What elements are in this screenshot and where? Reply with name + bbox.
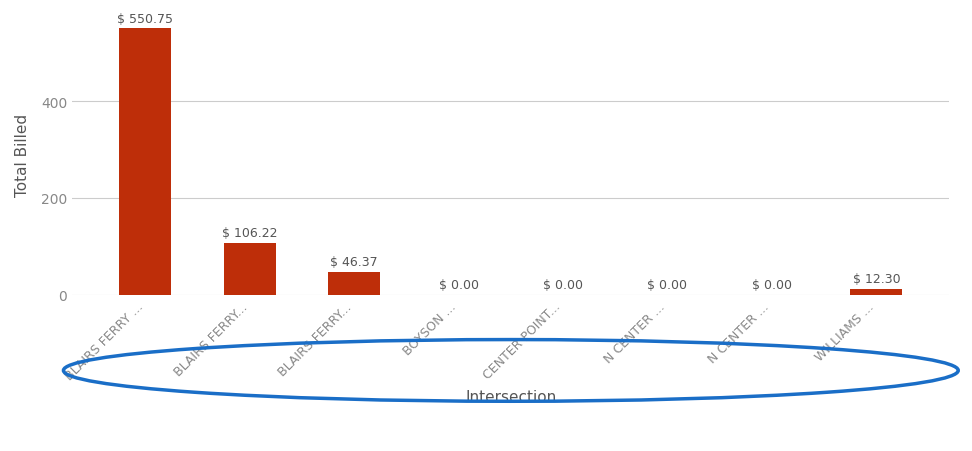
- Text: $ 0.00: $ 0.00: [543, 278, 583, 291]
- Bar: [120, 29, 171, 295]
- Y-axis label: Total Billed: Total Billed: [15, 114, 30, 197]
- X-axis label: Intersection: Intersection: [466, 390, 556, 405]
- Text: $ 46.37: $ 46.37: [330, 256, 378, 269]
- Text: $ 0.00: $ 0.00: [438, 278, 478, 291]
- Text: $ 106.22: $ 106.22: [222, 227, 278, 240]
- Bar: [329, 273, 380, 295]
- Text: $ 0.00: $ 0.00: [752, 278, 792, 291]
- Text: $ 12.30: $ 12.30: [852, 272, 900, 285]
- Bar: [850, 289, 902, 295]
- Text: $ 550.75: $ 550.75: [118, 13, 173, 25]
- Bar: [224, 244, 276, 295]
- Text: $ 0.00: $ 0.00: [647, 278, 687, 291]
